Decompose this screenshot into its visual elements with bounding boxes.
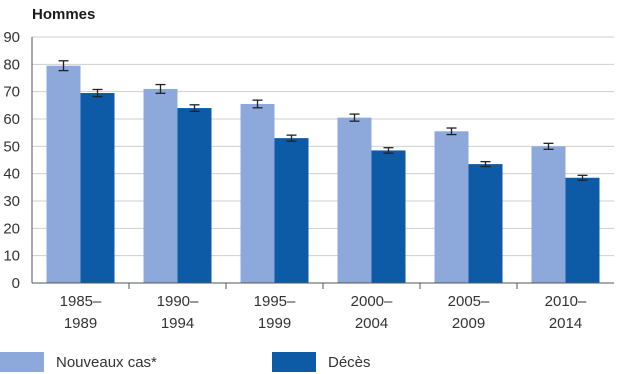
bar-deces (274, 138, 309, 283)
x-tick-label: 2014 (549, 315, 582, 332)
x-tick-label: 1999 (258, 315, 291, 332)
legend-item-deces: Décès (272, 352, 371, 372)
chart-title: Hommes (32, 6, 96, 23)
x-tick-label: 1985– (60, 293, 102, 310)
bar-nouveaux-cas (143, 88, 178, 283)
bar-deces (468, 164, 503, 283)
y-tick-label: 90 (3, 29, 20, 46)
x-tick-label: 2010– (545, 293, 587, 310)
x-tick-label: 2004 (355, 315, 388, 332)
y-axis: 0 10 20 30 40 50 60 70 80 90 (3, 29, 33, 292)
y-tick-label: 50 (3, 138, 20, 155)
legend-swatch-deces (272, 352, 316, 372)
legend-item-nouveaux-cas: Nouveaux cas* (0, 352, 157, 372)
gridlines (32, 36, 614, 257)
y-tick-label: 30 (3, 193, 20, 210)
x-tick-label: 1994 (161, 315, 194, 332)
x-tick-label: 2009 (452, 315, 485, 332)
y-tick-label: 20 (3, 220, 20, 237)
bar-deces (80, 93, 115, 284)
bar-nouveaux-cas (531, 146, 566, 283)
y-tick-label: 70 (3, 84, 20, 101)
bar-nouveaux-cas (434, 131, 469, 283)
x-tick-label: 1995– (254, 293, 296, 310)
legend-label-deces: Décès (328, 353, 371, 371)
legend-swatch-nouveaux-cas (0, 352, 44, 372)
bar-nouveaux-cas (240, 103, 275, 283)
x-tick-label: 1990– (157, 293, 199, 310)
y-tick-label: 60 (3, 111, 20, 128)
y-tick-label: 80 (3, 56, 20, 73)
y-tick-label: 10 (3, 248, 20, 265)
bar-deces (565, 177, 600, 283)
bar-nouveaux-cas (337, 117, 372, 283)
bar-deces (177, 108, 212, 283)
bar-deces (371, 150, 406, 283)
legend-label-nouveaux-cas: Nouveaux cas* (56, 353, 157, 371)
bar-nouveaux-cas (46, 65, 81, 283)
x-tick-label: 2005– (448, 293, 490, 310)
bars (46, 60, 600, 284)
x-tick-label: 2000– (351, 293, 393, 310)
x-tick-label: 1989 (64, 315, 97, 332)
y-tick-label: 40 (3, 166, 20, 183)
y-tick-label: 0 (12, 275, 20, 292)
x-axis: 1985– 1989 1990– 1994 1995– 1999 2000– 2004 2005… (32, 282, 614, 332)
